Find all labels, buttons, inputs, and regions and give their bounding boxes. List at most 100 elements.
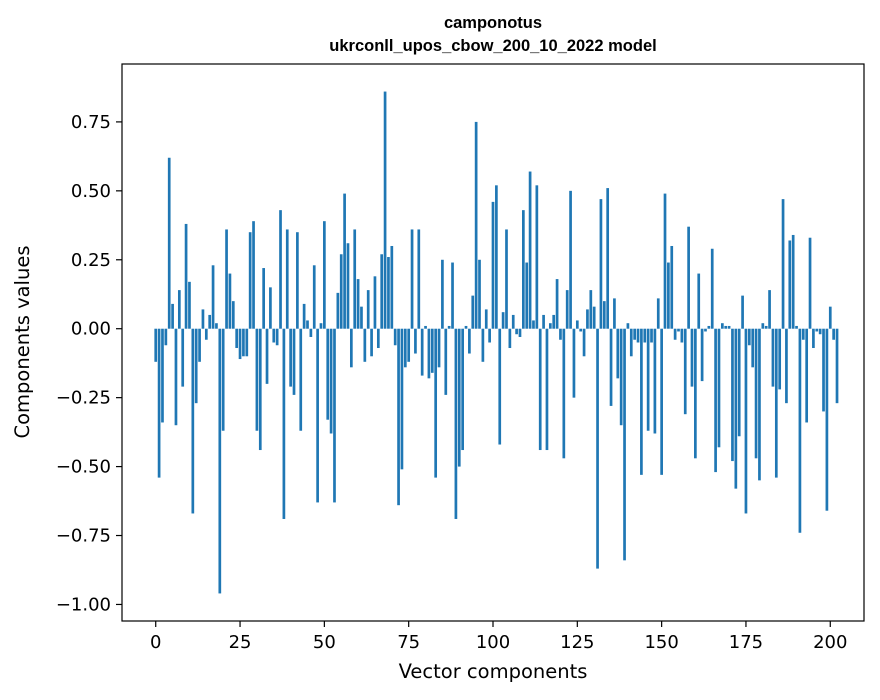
y-tick-label: 0.25	[71, 250, 111, 271]
bar	[285, 229, 289, 329]
bar	[471, 295, 475, 329]
bar	[646, 328, 650, 431]
bar	[602, 301, 606, 329]
bar	[495, 185, 498, 329]
bar	[306, 320, 309, 329]
bar	[505, 229, 508, 329]
bar	[242, 328, 245, 357]
bar	[265, 328, 269, 384]
bar	[626, 323, 630, 329]
bar	[677, 328, 680, 332]
bar	[336, 292, 340, 329]
bar	[387, 257, 390, 329]
bar	[410, 229, 414, 329]
bar	[569, 190, 572, 329]
bar	[589, 290, 593, 329]
bar	[744, 328, 748, 514]
bar	[319, 323, 323, 329]
bar	[343, 193, 346, 329]
bar	[788, 240, 792, 329]
bar	[238, 328, 242, 360]
bar	[174, 328, 178, 426]
bar	[737, 328, 741, 437]
bar	[380, 254, 384, 329]
bar	[248, 232, 252, 329]
bar	[572, 328, 576, 398]
bar	[518, 328, 522, 337]
x-tick-label: 25	[229, 632, 252, 653]
bar	[333, 328, 336, 503]
bar	[302, 303, 306, 329]
bar	[694, 328, 697, 459]
bar	[468, 328, 471, 354]
bar	[741, 295, 744, 329]
bar	[623, 328, 626, 561]
bar	[508, 328, 512, 349]
bar	[393, 328, 397, 346]
bar	[515, 328, 518, 335]
bar	[225, 229, 228, 329]
bar	[522, 210, 525, 329]
y-tick-label: −0.50	[56, 457, 111, 478]
bar	[832, 328, 835, 340]
bar	[204, 328, 208, 340]
bar	[417, 229, 421, 329]
bar	[464, 325, 468, 329]
y-tick-label: 0.50	[71, 181, 111, 202]
bar	[555, 279, 559, 329]
bar	[714, 328, 717, 473]
bar	[565, 290, 569, 329]
bar	[781, 199, 785, 329]
bar	[559, 328, 562, 340]
bar	[349, 328, 353, 368]
bar	[461, 328, 464, 451]
bar	[201, 309, 205, 329]
bar	[812, 328, 815, 349]
y-axis-label: Components values	[11, 246, 34, 439]
y-tick-label: −0.75	[56, 526, 111, 547]
bar	[262, 268, 266, 329]
bar	[690, 328, 694, 387]
bar	[579, 328, 583, 332]
bar	[363, 328, 367, 362]
x-tick-label: 100	[476, 632, 510, 653]
bar	[656, 298, 660, 329]
bar	[835, 328, 839, 404]
bar	[198, 328, 201, 362]
bar	[451, 262, 454, 329]
bar	[269, 287, 272, 329]
bar	[815, 328, 819, 332]
bar	[228, 273, 232, 329]
bar	[427, 328, 431, 379]
bar	[795, 325, 798, 329]
bar	[194, 328, 198, 404]
bar	[154, 328, 158, 362]
bar	[619, 328, 623, 426]
bar	[360, 306, 363, 329]
bar	[592, 306, 596, 329]
bar	[596, 328, 599, 569]
bar	[447, 325, 451, 329]
bar	[798, 328, 802, 533]
bar	[538, 328, 542, 451]
x-tick-label: 0	[150, 632, 161, 653]
bar	[184, 223, 188, 329]
bar	[751, 328, 755, 368]
bar	[586, 309, 589, 329]
bar	[582, 328, 586, 357]
x-tick-label: 75	[397, 632, 420, 653]
bar	[275, 328, 279, 346]
bar	[491, 201, 495, 329]
x-tick-label: 150	[644, 632, 678, 653]
bar	[434, 328, 438, 478]
bar	[235, 328, 239, 349]
bar	[167, 157, 171, 329]
bar	[670, 245, 674, 329]
bar	[710, 248, 714, 329]
bar	[289, 328, 292, 387]
bar	[441, 259, 444, 329]
bar	[292, 328, 296, 395]
x-tick-label: 50	[313, 632, 336, 653]
bar	[660, 328, 663, 475]
bar	[778, 328, 782, 390]
